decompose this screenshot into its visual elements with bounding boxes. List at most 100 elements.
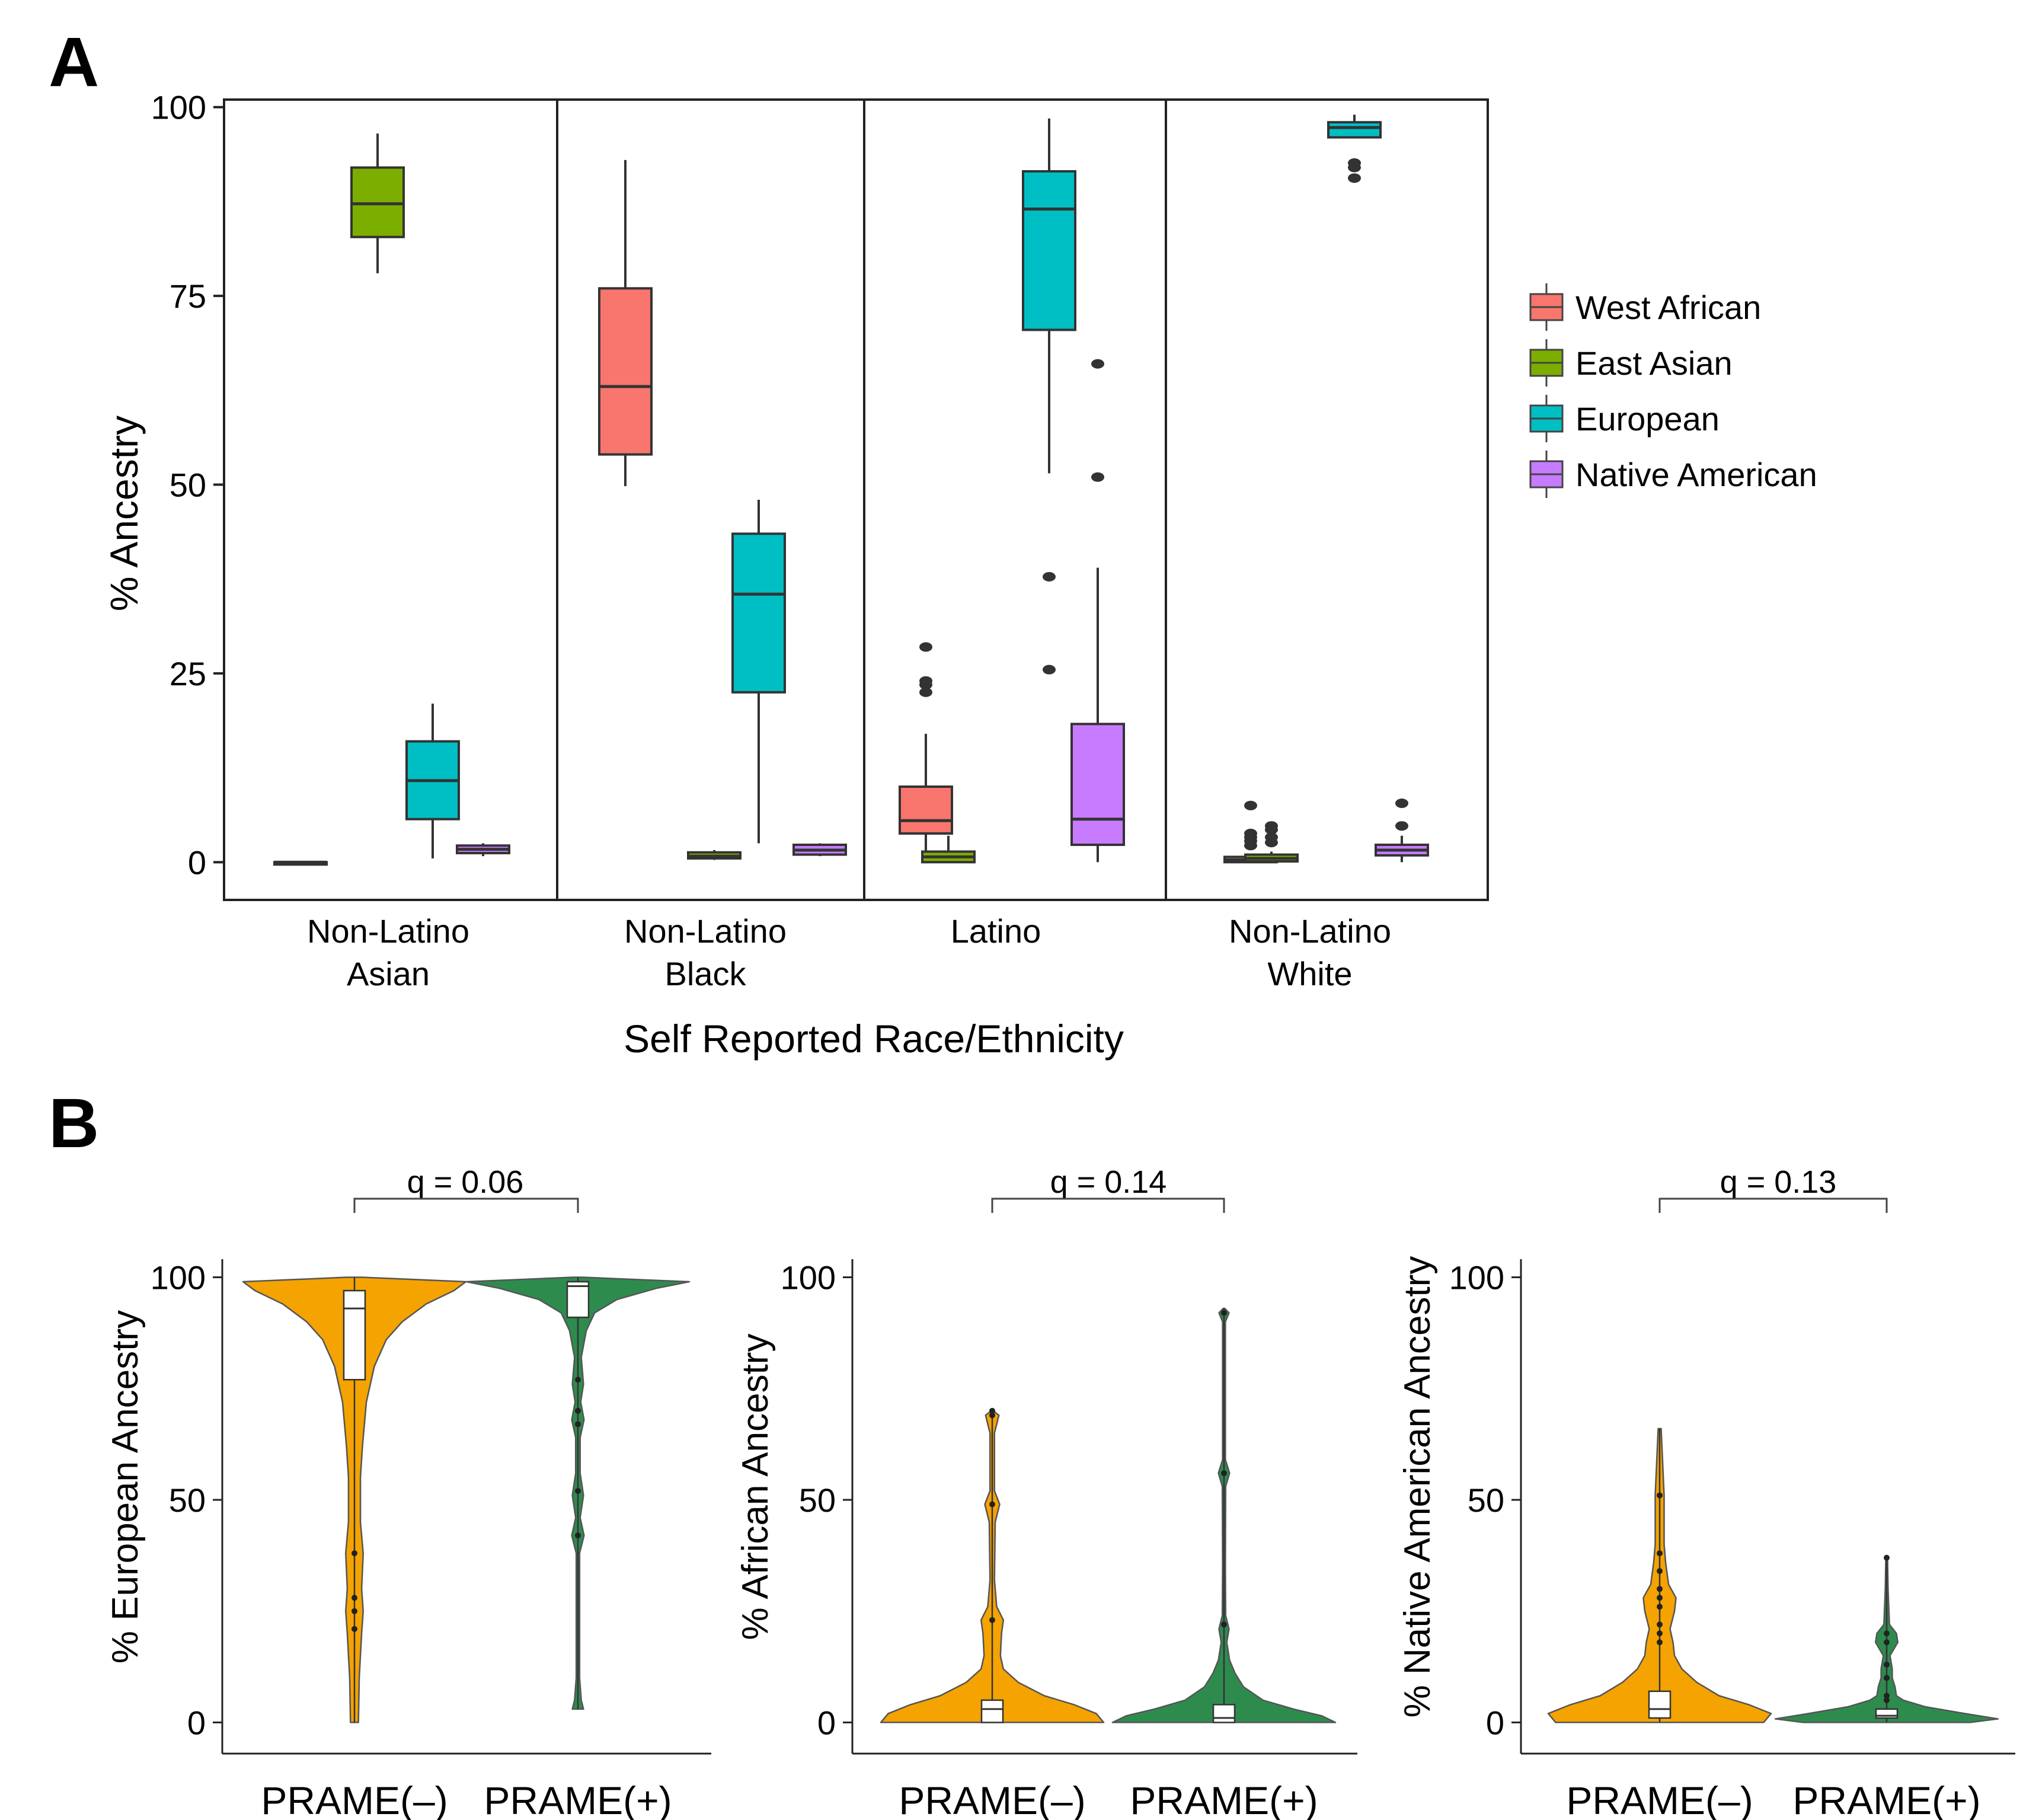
violin-y-tick-label: 0 (817, 1704, 836, 1741)
box-outlier-point (919, 687, 932, 697)
box-outlier-point (1265, 832, 1278, 842)
violin-x-tick-label: PRAME(+) (484, 1779, 672, 1820)
panel-label-a: A (49, 23, 99, 101)
panel-a-y-tick-label: 0 (188, 844, 206, 881)
panel-a-x-tick-label: White (1267, 955, 1352, 992)
box-european (731, 500, 786, 844)
violin-data-point (351, 1608, 357, 1614)
violin-data-point (351, 1595, 357, 1601)
violin-data-point (575, 1377, 581, 1383)
violin-data-point (1221, 1621, 1227, 1628)
box-body (1327, 121, 1382, 139)
box-european (405, 703, 460, 858)
legend-item-native-american: Native American (1529, 451, 1817, 498)
violin-x-tick-label: PRAME(+) (1130, 1779, 1318, 1820)
violin-y-tick-label: 100 (781, 1259, 836, 1297)
legend-item-west-african: West African (1529, 283, 1761, 331)
violin-data-point (575, 1487, 581, 1494)
violin-y-tick-label: 100 (1449, 1259, 1504, 1297)
box-body (1022, 170, 1076, 331)
violin-data-point (575, 1421, 581, 1428)
box-body (350, 166, 405, 238)
panel-a-x-tick-label: Asian (347, 955, 430, 992)
violin-inner-box (566, 1281, 590, 1318)
violin-data-point (1657, 1568, 1663, 1575)
violin-inner-box (1875, 1708, 1899, 1719)
box-native-american (1375, 798, 1429, 863)
significance-bracket (353, 1198, 579, 1213)
violin-prame-negative: PRAME(–) (242, 1276, 467, 1820)
panel-a-x-tick-label: Black (665, 955, 747, 992)
violin-x-tick-label: PRAME(+) (1792, 1779, 1980, 1820)
panel-a-x-tick-label: Non-Latino (624, 912, 787, 950)
violin-data-point (1884, 1693, 1890, 1699)
violin-panel-european-y-title: % European Ancestry (105, 1310, 146, 1663)
panel-a-y-tick-label: 50 (170, 467, 206, 504)
violin-y-tick-label: 50 (1468, 1481, 1504, 1519)
box-outlier-point (1395, 798, 1408, 808)
violin-panel-native-american: % Native American Ancestry q = 0.13 0 50 1… (1397, 1164, 2015, 1820)
legend-label: East Asian (1575, 344, 1733, 382)
box-outlier-point (1395, 821, 1408, 831)
violin-data-point (1884, 1661, 1890, 1668)
violin-panel-african-y-title: % African Ancestry (735, 1334, 776, 1640)
box-outlier-point (1244, 828, 1257, 838)
violin-panel-native-american-q-label: q = 0.13 (1720, 1164, 1837, 1200)
panel-a-border (223, 98, 1489, 901)
violin-panel-african-q-label: q = 0.14 (1050, 1164, 1167, 1200)
violin-data-point (351, 1550, 357, 1557)
box-east-asian (350, 133, 405, 273)
violin-inner-box (1648, 1690, 1672, 1719)
panel-a: A 0 25 50 75 100 Non-Latino Asian Non-Latino Bl… (49, 23, 1817, 1061)
violin-inner-box (343, 1289, 366, 1381)
violin-data-point (989, 1617, 995, 1623)
violin-x-tick-label: PRAME(–) (261, 1779, 448, 1820)
box-east-asian (687, 850, 742, 860)
panel-label-b: B (49, 1084, 99, 1163)
box-body (899, 785, 953, 835)
significance-bracket (1658, 1198, 1888, 1213)
violin-data-point (1657, 1492, 1663, 1499)
panel-a-plot-frame (223, 98, 1489, 901)
violin-prame-negative: PRAME(–) (1547, 1428, 1772, 1820)
violin-data-point (1884, 1554, 1890, 1561)
box-west-african (598, 159, 653, 487)
violin-x-tick-label: PRAME(–) (1566, 1779, 1753, 1820)
box-body (1070, 723, 1125, 847)
panel-a-y-tick-label: 75 (170, 277, 206, 315)
violin-y-tick-label: 50 (169, 1481, 206, 1519)
box-outlier-point (919, 676, 932, 686)
violin-data-point (1884, 1697, 1890, 1703)
violin-data-point (989, 1412, 995, 1419)
violin-data-point (1657, 1639, 1663, 1646)
violin-data-point (575, 1532, 581, 1539)
box-native-american (1070, 359, 1125, 863)
violin-data-point (1221, 1470, 1227, 1476)
violin-panel-european: % European Ancestry q = 0.06 0 50 100 PRAME… (105, 1164, 711, 1820)
violin-panel-european-q-label: q = 0.06 (407, 1164, 524, 1200)
panel-a-boxes (273, 114, 1429, 866)
box-outlier-point (1348, 173, 1361, 183)
violin-data-point (1884, 1630, 1890, 1637)
panel-a-x-tick-label: Latino (951, 912, 1041, 950)
legend-label: Native American (1575, 456, 1817, 493)
panel-a-x-tick-label: Non-Latino (1229, 912, 1391, 950)
panel-a-y-axis-title: % Ancestry (102, 416, 146, 611)
legend: West African East Asian European Native Ame… (1529, 283, 1817, 498)
box-european (1022, 118, 1076, 675)
panel-a-x-tick-labels: Non-Latino Asian Non-Latino Black Latino Non-… (307, 912, 1391, 992)
violin-data-point (1657, 1604, 1663, 1610)
panel-a-x-axis-title: Self Reported Race/Ethnicity (624, 1017, 1124, 1061)
box-outlier-point (1244, 800, 1257, 810)
violin-data-point (1657, 1630, 1663, 1637)
violin-data-point (1884, 1639, 1890, 1646)
box-outlier-point (1348, 158, 1361, 168)
legend-label: European (1575, 400, 1720, 438)
box-outlier-point (1091, 359, 1104, 369)
violin-panel-african: % African Ancestry q = 0.14 0 50 100 PRAME(… (735, 1164, 1357, 1820)
panel-a-y-tick-label: 100 (151, 89, 206, 126)
box-west-african (899, 642, 953, 863)
box-native-american (456, 843, 510, 857)
